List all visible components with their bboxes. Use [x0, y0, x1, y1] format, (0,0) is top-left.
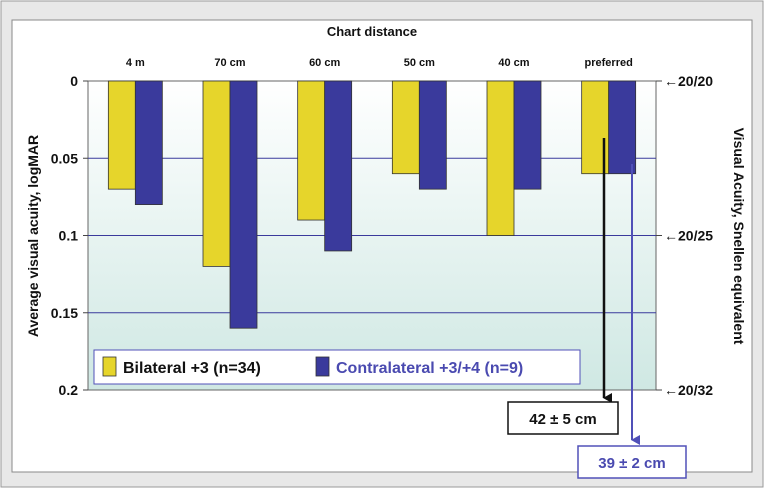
y2-tick-label: ←20/32	[664, 382, 713, 398]
category-label: preferred	[585, 57, 633, 69]
y-tick-label: 0.05	[51, 150, 78, 166]
annotation-box-blue	[577, 445, 687, 479]
bar-contralateral	[134, 80, 163, 205]
y2-tick-label: ←20/20	[664, 73, 713, 89]
legend-label-contralateral: Contralateral +3/+4 (n=9)	[336, 360, 523, 377]
y2-tick-label: ←20/25	[664, 228, 713, 244]
y-tick-label: 0.15	[51, 305, 78, 321]
annotation-text-black: 42 ± 5 cm	[529, 411, 596, 428]
legend-label-bilateral: Bilateral +3 (n=34)	[123, 360, 261, 377]
gridlines	[83, 80, 662, 391]
bar-contralateral	[324, 80, 353, 252]
annotation-text-blue: 39 ± 2 cm	[598, 455, 665, 472]
annotation-box-black	[507, 401, 619, 435]
bar-bilateral	[202, 80, 231, 267]
tick-labels: 0 0.05 0.1 0.15 0.2 ←20/20 ←20/25 ←20/32 4 m 70 c…	[51, 57, 713, 398]
bar-contralateral	[418, 80, 447, 190]
category-label: 50 cm	[404, 57, 435, 69]
category-label: 60 cm	[309, 57, 340, 69]
y-tick-label: 0.1	[59, 228, 79, 244]
legend-swatch-bilateral	[102, 356, 117, 377]
legend: Bilateral +3 (n=34) Contralateral +3/+4 …	[93, 349, 581, 385]
bar-contralateral	[229, 80, 258, 329]
legend-box	[93, 349, 581, 385]
category-label: 4 m	[126, 57, 145, 69]
y-tick-label: 0.2	[59, 382, 79, 398]
bar-contralateral	[608, 80, 637, 175]
y2-axis-label: Visual Acuity, Snellen equivalent	[731, 128, 747, 345]
bars	[107, 80, 637, 329]
legend-swatch-contralateral	[315, 356, 330, 377]
y-tick-label: 0	[70, 73, 78, 89]
y-axis-label: Average visual acuity, logMAR	[25, 135, 41, 337]
bar-contralateral	[513, 80, 542, 190]
bar-bilateral	[297, 80, 326, 221]
bar-bilateral	[391, 80, 420, 175]
bar-bilateral	[107, 80, 136, 190]
category-label: 70 cm	[214, 57, 245, 69]
chart-title: Chart distance	[327, 24, 417, 39]
bar-bilateral	[486, 80, 515, 236]
category-label: 40 cm	[498, 57, 529, 69]
